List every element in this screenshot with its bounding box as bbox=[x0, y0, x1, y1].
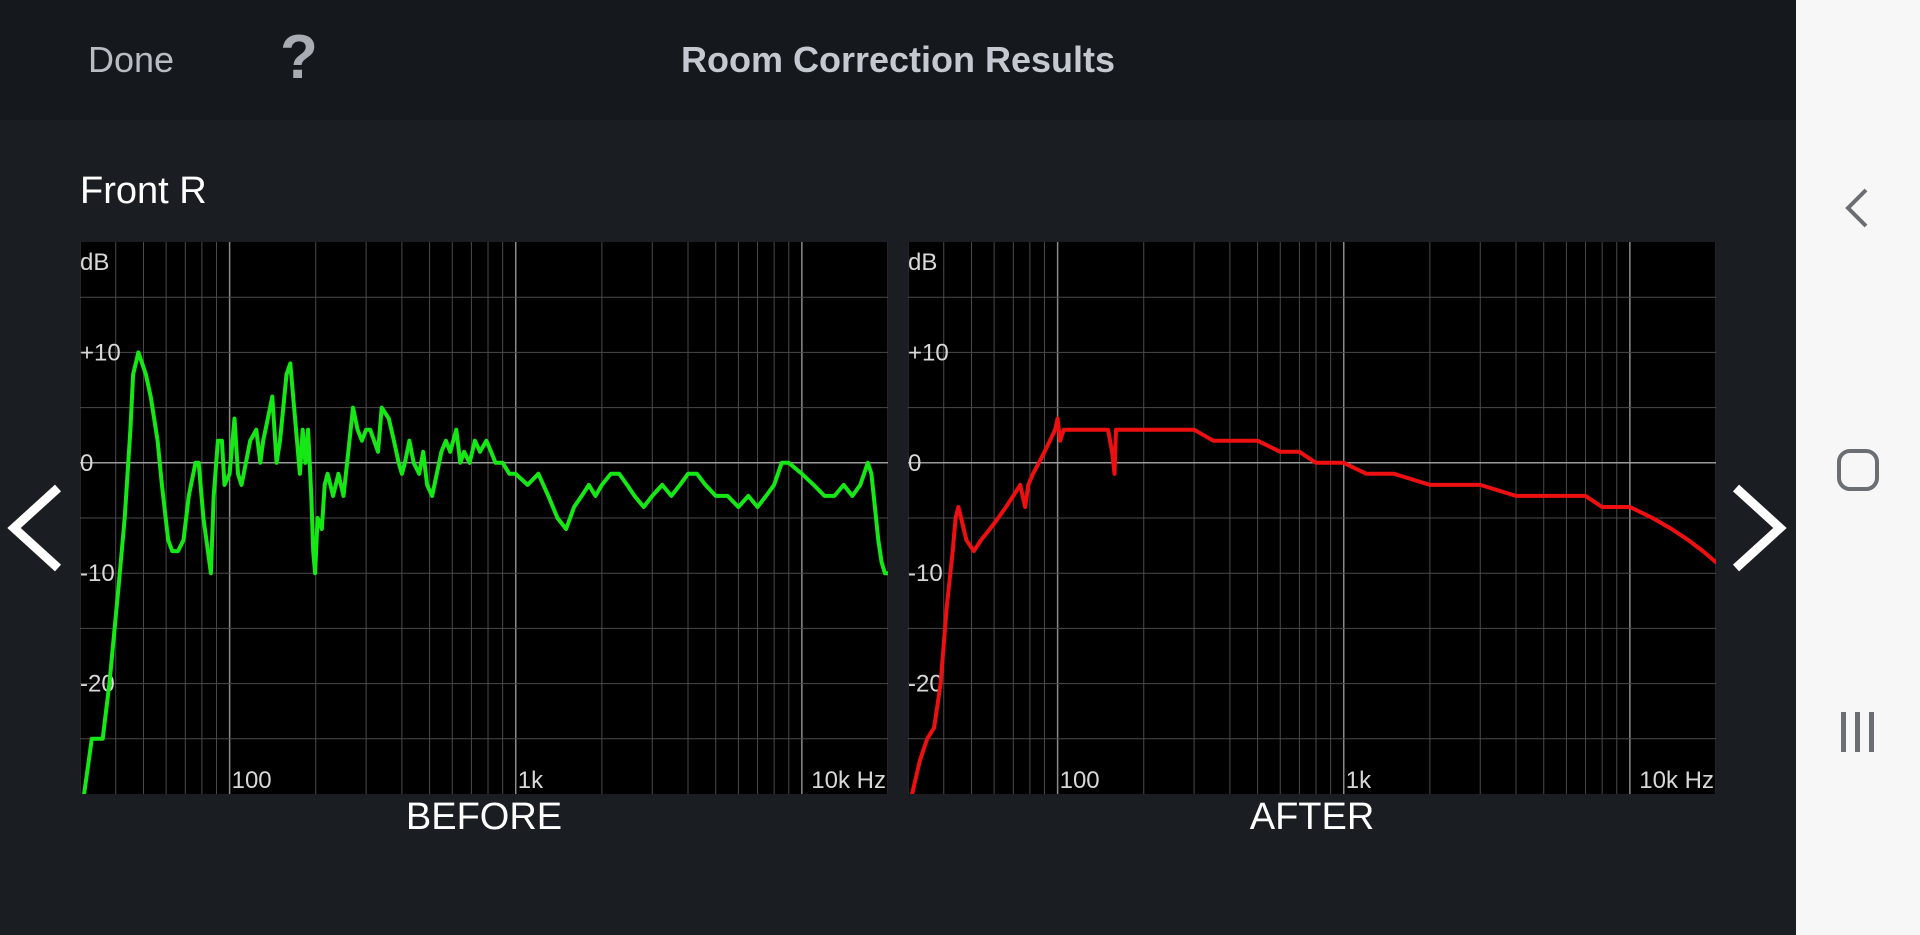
help-button[interactable]: ? bbox=[280, 23, 318, 92]
done-button[interactable]: Done bbox=[88, 39, 175, 80]
chart-1-x-tick-label: 1k bbox=[1346, 767, 1372, 794]
app-screen: Done ? Room Correction Results Front R d… bbox=[0, 0, 1796, 838]
back-chevron-icon bbox=[1845, 188, 1868, 228]
chart-0-y-unit-label: dB bbox=[80, 249, 109, 276]
top-bar: Done ? Room Correction Results bbox=[0, 0, 1796, 120]
chart-1-y-tick-label: -20 bbox=[908, 671, 943, 698]
chart-1-y-tick-label: +10 bbox=[908, 339, 949, 366]
channel-name: Front R bbox=[80, 170, 207, 212]
chevron-right-icon bbox=[1732, 484, 1787, 572]
page-title: Room Correction Results bbox=[680, 39, 1116, 80]
chevron-left-icon bbox=[7, 484, 62, 572]
recents-bars-icon bbox=[1841, 712, 1874, 752]
previous-channel-button[interactable] bbox=[4, 478, 74, 578]
chart-0-x-tick-label: 1k bbox=[518, 767, 544, 794]
before-caption: BEFORE bbox=[405, 796, 563, 838]
system-back-button[interactable] bbox=[1828, 178, 1888, 238]
after-caption: AFTER bbox=[1249, 796, 1375, 838]
chart-1-x-tick-label: 100 bbox=[1060, 767, 1100, 794]
after-chart-svg: dB +10 0 -10 -20 100 1k 10k Hz bbox=[908, 242, 1716, 794]
chart-1-response-curve bbox=[910, 416, 1716, 794]
chart-1-x-tick-label: 10k Hz bbox=[1639, 767, 1714, 794]
system-navigation-bar bbox=[1796, 0, 1920, 935]
after-chart: dB +10 0 -10 -20 100 1k 10k Hz bbox=[908, 242, 1716, 794]
chart-0-y-tick-label: +10 bbox=[80, 339, 121, 366]
next-channel-button[interactable] bbox=[1722, 478, 1792, 578]
chart-1-y-tick-label: 0 bbox=[908, 450, 921, 477]
chart-0-x-tick-label: 100 bbox=[232, 767, 272, 794]
chart-1-y-unit-label: dB bbox=[908, 249, 937, 276]
chart-0-y-tick-label: -10 bbox=[80, 560, 115, 587]
system-recents-button[interactable] bbox=[1828, 702, 1888, 762]
chart-0-response-curve bbox=[82, 350, 888, 794]
system-home-button[interactable] bbox=[1828, 440, 1888, 500]
chart-0-y-tick-label: 0 bbox=[80, 450, 93, 477]
chart-1-y-tick-label: -10 bbox=[908, 560, 943, 587]
before-chart: dB +10 0 -10 -20 100 1k 10k Hz bbox=[80, 242, 888, 794]
home-square-icon bbox=[1837, 449, 1879, 491]
chart-0-x-tick-label: 10k Hz bbox=[811, 767, 886, 794]
